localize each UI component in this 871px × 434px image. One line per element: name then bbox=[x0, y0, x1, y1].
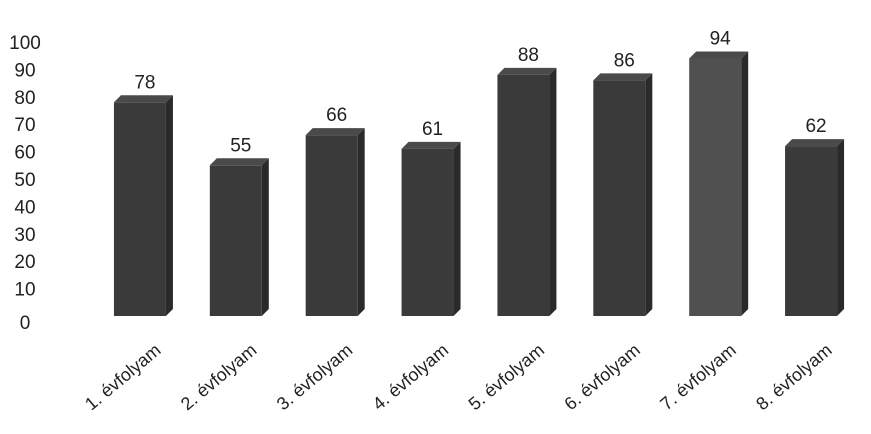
data-label: 61 bbox=[422, 119, 443, 140]
y-tick-label: 70 bbox=[14, 115, 35, 136]
bar-side bbox=[741, 51, 749, 316]
bar-top bbox=[689, 51, 749, 59]
bar-side bbox=[165, 95, 173, 316]
category-label: 8. évfolyam bbox=[752, 340, 835, 414]
y-tick-label: 60 bbox=[14, 143, 35, 164]
data-label: 94 bbox=[710, 28, 732, 49]
data-label: 78 bbox=[134, 72, 155, 93]
bar-side bbox=[261, 158, 269, 316]
bar bbox=[113, 95, 173, 316]
bar bbox=[209, 158, 269, 316]
bar-side bbox=[453, 141, 461, 316]
category-label: 6. évfolyam bbox=[561, 340, 644, 414]
bar-front bbox=[497, 74, 550, 316]
y-tick-label: 0 bbox=[20, 313, 31, 334]
bars bbox=[113, 51, 845, 316]
y-tick-label: 50 bbox=[14, 170, 35, 191]
y-tick-label: 30 bbox=[14, 225, 35, 246]
bar bbox=[689, 51, 749, 316]
y-tick-label: 100 bbox=[9, 33, 41, 54]
bar-top bbox=[593, 73, 653, 81]
y-tick-label: 90 bbox=[14, 60, 35, 81]
bar-side bbox=[837, 139, 845, 316]
bar-side bbox=[549, 67, 557, 316]
category-label: 4. évfolyam bbox=[369, 340, 452, 414]
bar-front bbox=[593, 80, 646, 316]
bar bbox=[593, 73, 653, 316]
bar-top bbox=[305, 128, 365, 136]
bar-top bbox=[113, 95, 173, 103]
bar-front bbox=[305, 135, 358, 316]
category-label: 1. évfolyam bbox=[81, 340, 164, 414]
data-label: 55 bbox=[230, 135, 251, 156]
data-label: 88 bbox=[518, 45, 539, 66]
bar-front bbox=[401, 148, 454, 316]
bar bbox=[497, 67, 557, 316]
data-label: 62 bbox=[805, 116, 826, 137]
data-label: 86 bbox=[614, 50, 635, 71]
bar-top bbox=[497, 67, 557, 75]
category-label: 3. évfolyam bbox=[273, 340, 356, 414]
y-tick-label: 20 bbox=[14, 252, 35, 273]
bar-top bbox=[785, 139, 845, 147]
y-axis-ticks: 0 10 20 30 40 50 60 70 80 90 100 bbox=[9, 33, 41, 334]
bar-top bbox=[209, 158, 269, 166]
data-label: 66 bbox=[326, 105, 347, 126]
bar-side bbox=[645, 73, 653, 316]
bar-side bbox=[357, 128, 365, 316]
bar-front bbox=[113, 102, 166, 316]
bar-top bbox=[401, 141, 461, 149]
y-tick-label: 10 bbox=[14, 280, 35, 301]
y-tick-label: 80 bbox=[14, 88, 35, 109]
bar-front bbox=[785, 146, 838, 316]
bar bbox=[785, 139, 845, 316]
category-label: 7. évfolyam bbox=[656, 340, 739, 414]
category-labels: 1. évfolyam 2. évfolyam 3. évfolyam 4. évfo… bbox=[81, 340, 835, 414]
data-labels: 78 55 66 61 88 86 94 62 bbox=[134, 28, 826, 156]
bar-front bbox=[689, 58, 742, 316]
bar-front bbox=[209, 165, 262, 316]
y-tick-label: 40 bbox=[14, 197, 35, 218]
bar bbox=[401, 141, 461, 316]
category-label: 2. évfolyam bbox=[177, 340, 260, 414]
category-label: 5. évfolyam bbox=[465, 340, 548, 414]
bar bbox=[305, 128, 365, 316]
